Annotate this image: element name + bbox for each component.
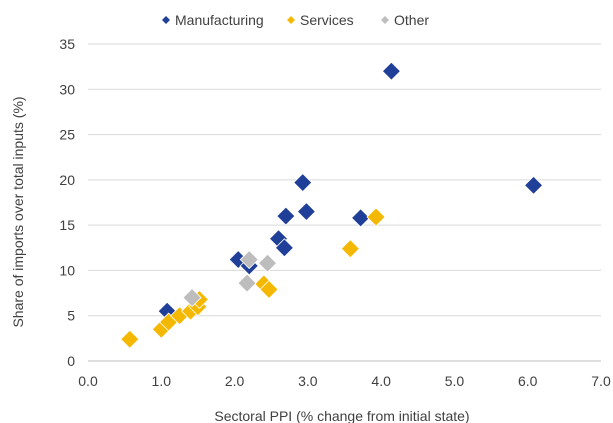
data-point-manufacturing (274, 238, 294, 258)
data-point-other (257, 253, 278, 273)
legend-label-manufacturing: Manufacturing (175, 12, 264, 28)
legend-marker-other (381, 16, 389, 24)
x-tick-label: 2.0 (225, 373, 245, 389)
data-points (120, 61, 544, 349)
x-tick-label: 0.0 (78, 373, 98, 389)
data-point-manufacturing (381, 61, 401, 81)
y-tick-label: 5 (67, 308, 75, 324)
x-tick-label: 7.0 (591, 373, 611, 389)
data-point-services (120, 329, 140, 349)
x-tick-label: 4.0 (371, 373, 391, 389)
data-point-services (259, 279, 279, 300)
x-axis-title: Sectoral PPI (% change from initial stat… (214, 408, 469, 423)
legend: Manufacturing Services Other (162, 12, 429, 28)
data-point-manufacturing (293, 173, 313, 193)
legend-marker-manufacturing (162, 16, 170, 24)
legend-label-services: Services (300, 12, 354, 28)
y-tick-labels: 0 5 10 15 20 25 30 35 (59, 36, 75, 369)
x-tick-labels: 0.0 1.0 2.0 3.0 4.0 5.0 6.0 7.0 (78, 373, 611, 389)
y-tick-label: 0 (67, 353, 75, 369)
y-tick-label: 10 (59, 262, 75, 278)
y-tick-label: 30 (59, 81, 75, 97)
y-tick-label: 35 (59, 36, 75, 52)
legend-label-other: Other (394, 12, 429, 28)
data-point-manufacturing (524, 175, 544, 195)
data-point-services (366, 207, 386, 227)
y-tick-label: 15 (59, 217, 75, 233)
data-point-other (182, 288, 202, 308)
series-other (182, 249, 278, 308)
data-point-manufacturing (276, 206, 296, 226)
data-point-manufacturing (296, 201, 316, 222)
data-point-other (237, 273, 257, 293)
x-tick-label: 5.0 (445, 373, 465, 389)
gridlines (88, 43, 601, 317)
y-tick-label: 20 (59, 172, 75, 188)
y-axis-title: Share of imports over total inputs (%) (10, 96, 26, 327)
data-point-services (340, 239, 360, 259)
x-tick-label: 6.0 (518, 373, 538, 389)
series-services (120, 207, 386, 349)
data-point-manufacturing (351, 208, 371, 228)
data-point-other (239, 249, 259, 270)
series-manufacturing (157, 61, 544, 321)
x-tick-label: 1.0 (152, 373, 172, 389)
y-tick-label: 25 (59, 127, 75, 143)
x-tick-label: 3.0 (298, 373, 318, 389)
legend-marker-services (287, 16, 295, 24)
